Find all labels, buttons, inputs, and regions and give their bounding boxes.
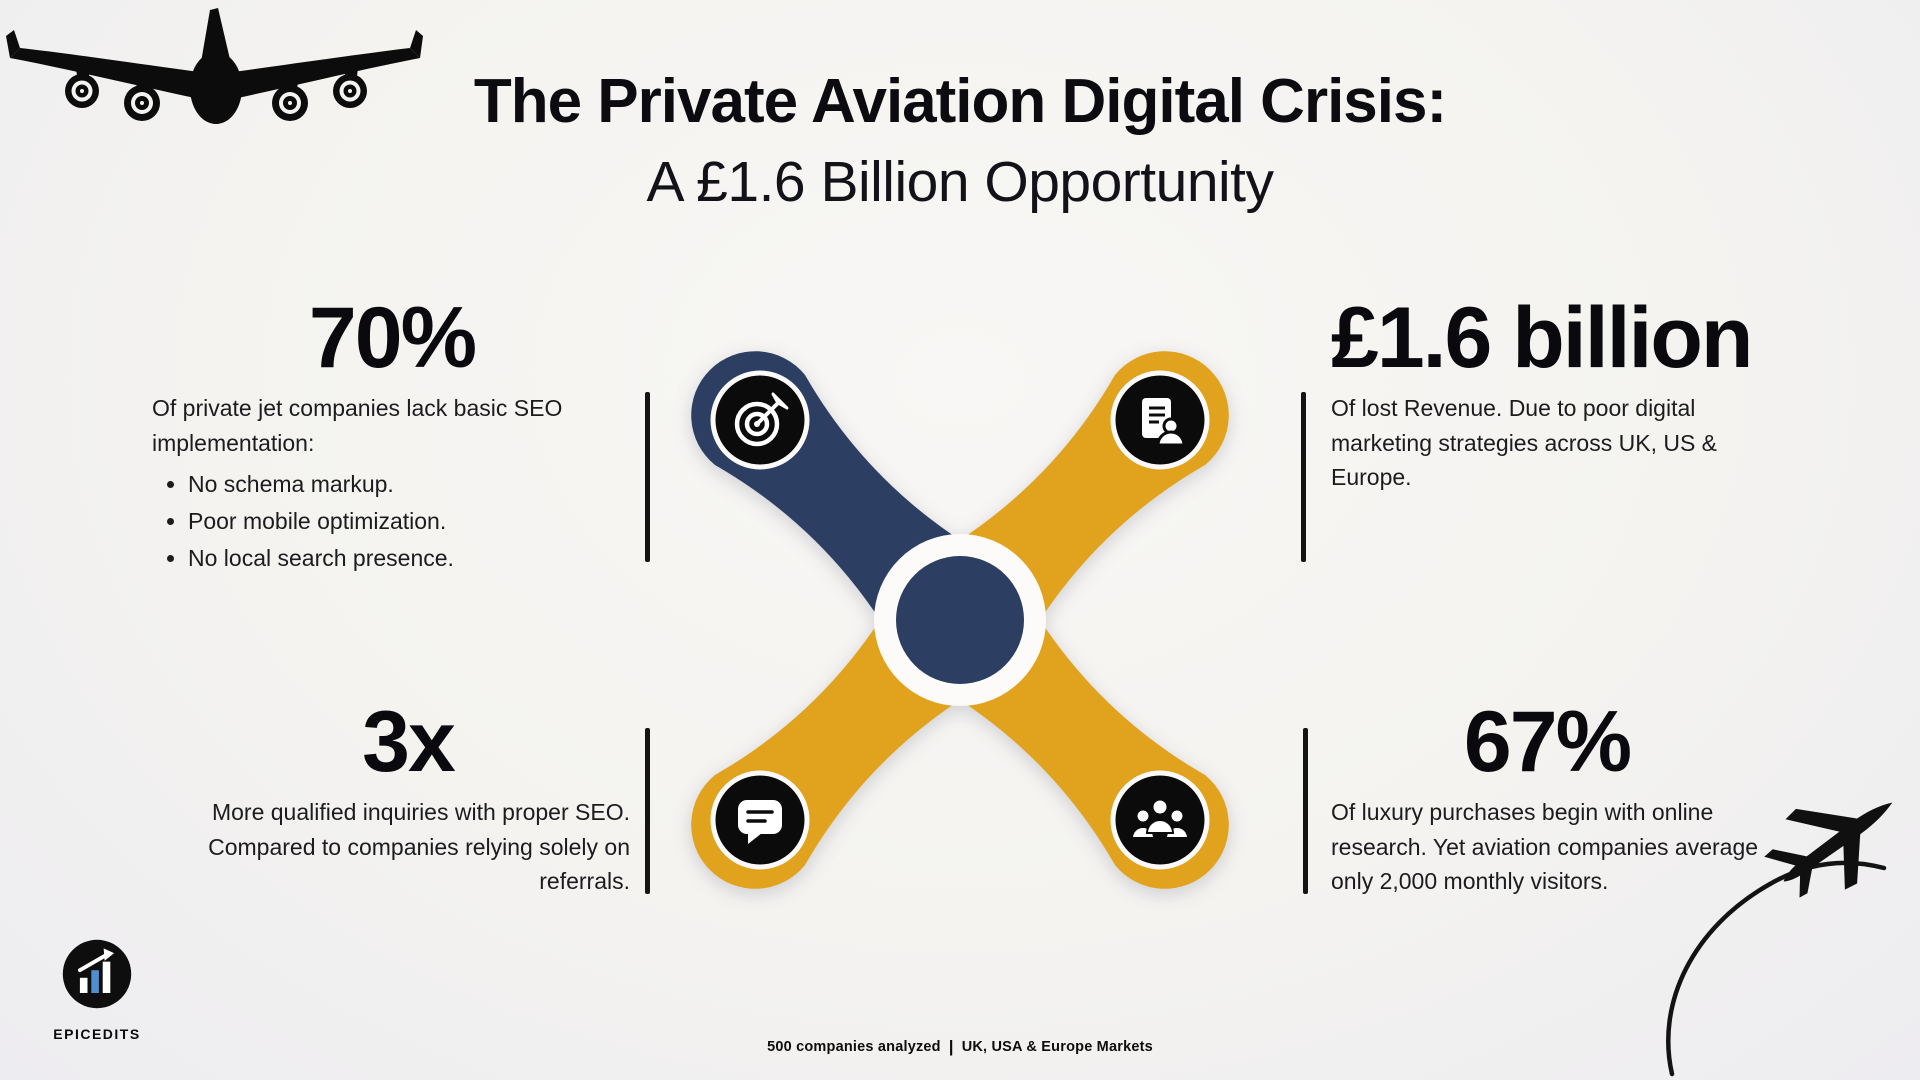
bullet-mobile-optimization: Poor mobile optimization. — [188, 503, 632, 540]
stat-description-inquiries: More qualified inquiries with proper SEO… — [208, 799, 630, 895]
plane-left-winglet — [6, 30, 20, 58]
stat-description-lost-revenue: Of lost Revenue. Due to poor digital mar… — [1331, 395, 1718, 491]
title-block: The Private Aviation Digital Crisis: A £… — [0, 66, 1920, 215]
stat-description-research: Of luxury purchases begin with online re… — [1331, 799, 1759, 895]
footer-note: 500 companies analyzed | UK, USA & Europe … — [0, 1036, 1920, 1056]
plane-engines — [65, 74, 367, 121]
stat-lost-revenue: £1.6 billion Of lost Revenue. Due to poo… — [1331, 290, 1767, 495]
footer-markets: UK, USA & Europe Markets — [961, 1039, 1153, 1055]
plane-right-winglet — [410, 30, 423, 58]
footer-sample-size: 500 companies analyzed — [767, 1039, 941, 1055]
plane-tail-fin — [200, 8, 232, 68]
diagram-center-circle — [896, 556, 1024, 684]
plane-fuselage — [190, 52, 242, 124]
people-group-icon — [1110, 770, 1210, 870]
bullet-schema-markup: No schema markup. — [188, 466, 632, 503]
footer-separator: | — [948, 1037, 954, 1056]
plane-right-wing — [218, 48, 420, 102]
contact-document-icon — [1110, 370, 1210, 470]
divider-bottom-left — [645, 728, 650, 894]
divider-top-right — [1301, 392, 1306, 562]
stat-qualified-inquiries: 3x More qualified inquiries with proper … — [186, 694, 630, 899]
epicedits-logo: EPICEDITS — [42, 936, 152, 1042]
stat-description-seo: Of private jet companies lack basic SEO … — [152, 395, 563, 456]
divider-bottom-right — [1303, 728, 1308, 894]
title-line-2: A £1.6 Billion Opportunity — [646, 150, 1274, 214]
bullet-local-search: No local search presence. — [188, 540, 632, 577]
jet-airplane-illustration — [1666, 802, 1893, 1077]
stat-value-70-percent: 70% — [308, 290, 477, 386]
title-line-1: The Private Aviation Digital Crisis: — [473, 67, 1447, 136]
jet-silhouette — [1764, 802, 1893, 898]
stat-value-67-percent: 67% — [1463, 694, 1632, 790]
epicedits-logo-icon — [62, 939, 132, 1009]
stat-value-1-6-billion: £1.6 billion — [1331, 290, 1753, 386]
front-airplane-illustration — [6, 8, 423, 124]
seo-gap-bullet-list: No schema markup. Poor mobile optimizati… — [152, 466, 632, 576]
stat-online-research: 67% Of luxury purchases begin with onlin… — [1331, 694, 1763, 899]
plane-left-wing — [10, 48, 214, 102]
target-icon — [710, 370, 810, 470]
logo-name: EPICEDITS — [53, 1026, 141, 1042]
jet-contrail-swoosh — [1666, 860, 1887, 1077]
center-x-diagram — [691, 351, 1229, 889]
stat-value-3x: 3x — [362, 694, 456, 790]
divider-top-left — [645, 392, 650, 562]
chat-message-icon — [710, 770, 810, 870]
stat-seo-implementation: 70% Of private jet companies lack basic … — [152, 290, 632, 577]
